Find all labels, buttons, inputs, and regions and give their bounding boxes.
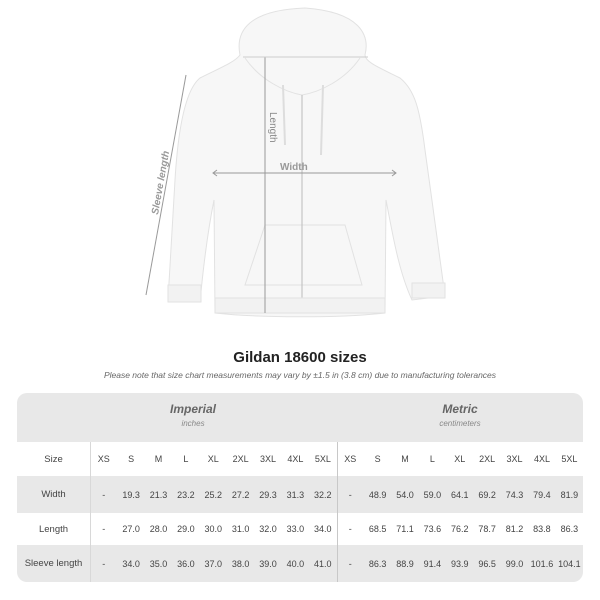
table-row: Width - 19.3 21.3 23.2 25.2 27.2 29.3 31.3 32.2 - 4… bbox=[17, 476, 583, 513]
metric-header: Metric centimeters bbox=[337, 402, 583, 428]
table-row: Sleeve length - 34.0 35.0 36.0 37.0 38.0 39.0 40… bbox=[17, 545, 583, 582]
size-header-cell: M bbox=[401, 454, 409, 464]
size-table: Imperial inches Metric centimeters Size … bbox=[17, 393, 583, 582]
table-cell: 39.0 bbox=[259, 558, 277, 569]
table-cell: 68.5 bbox=[368, 524, 387, 534]
table-cell: 29.3 bbox=[259, 489, 277, 500]
table-cell: 91.4 bbox=[423, 558, 442, 569]
table-cell: 23.2 bbox=[177, 489, 195, 500]
table-cell: - bbox=[348, 558, 352, 569]
table-cell: 29.0 bbox=[177, 524, 195, 534]
table-cell: 73.6 bbox=[423, 524, 442, 534]
hoodie-diagram: Length Width Sleeve length bbox=[145, 7, 446, 318]
table-row: Length - 27.0 28.0 29.0 30.0 31.0 32.0 33.0 34.0 -… bbox=[17, 513, 583, 545]
table-cell: - bbox=[348, 489, 352, 500]
size-header-cell: 5XL bbox=[314, 454, 331, 464]
table-cell: 40.0 bbox=[286, 558, 305, 569]
table-cell: - bbox=[348, 524, 352, 534]
table-cell: - bbox=[102, 558, 106, 569]
table-cell: 32.2 bbox=[314, 489, 332, 500]
size-header-cell: S bbox=[374, 454, 381, 464]
table-cell: 19.3 bbox=[122, 489, 140, 500]
table-cell: 101.6 bbox=[530, 558, 554, 569]
imperial-label: Imperial bbox=[169, 402, 217, 416]
size-header-cell: L bbox=[429, 454, 435, 464]
size-header-cell: L bbox=[183, 454, 189, 464]
table-header: Imperial inches Metric centimeters bbox=[17, 393, 583, 442]
row-label: Width bbox=[41, 489, 66, 500]
table-cell: 93.9 bbox=[451, 558, 469, 569]
table-cell: 41.0 bbox=[314, 558, 332, 569]
size-header-cell: 2XL bbox=[232, 454, 249, 464]
table-cell: 35.0 bbox=[149, 558, 168, 569]
size-header-cell: 5XL bbox=[561, 454, 578, 464]
row-label: Sleeve length bbox=[24, 558, 83, 569]
table-cell: 81.2 bbox=[505, 524, 524, 534]
table-cell: 32.0 bbox=[259, 524, 277, 534]
table-cell: 83.8 bbox=[533, 524, 551, 534]
length-label: Length bbox=[267, 112, 278, 143]
table-cell: 69.2 bbox=[478, 489, 496, 500]
table-cell: 74.3 bbox=[505, 489, 524, 500]
chart-subtitle: Please note that size chart measurements… bbox=[103, 370, 497, 380]
chart-title: Gildan 18600 sizes bbox=[233, 349, 367, 366]
table-cell: 25.2 bbox=[204, 489, 223, 500]
table-cell: 104.1 bbox=[558, 558, 581, 569]
table-cell: 21.3 bbox=[149, 489, 168, 500]
size-header-cell: XL bbox=[207, 454, 219, 464]
metric-unit: centimeters bbox=[439, 419, 481, 428]
row-label: Length bbox=[38, 523, 69, 535]
size-header-cell: M bbox=[154, 454, 163, 464]
table-cell: - bbox=[102, 489, 106, 500]
table-cell: 54.0 bbox=[396, 489, 414, 500]
table-cell: 31.0 bbox=[231, 524, 250, 534]
table-cell: 28.0 bbox=[149, 524, 168, 534]
imperial-header: Imperial inches bbox=[90, 402, 296, 428]
size-header-cell: 4XL bbox=[287, 454, 304, 464]
size-row: Size XS S M L XL 2XL 3XL 4XL 5XL XS S M L XL 2XL 3XL 4XL… bbox=[17, 442, 583, 476]
table-cell: 38.0 bbox=[231, 558, 250, 569]
table-cell: - bbox=[102, 524, 106, 534]
table-cell: 31.3 bbox=[286, 489, 305, 500]
table-cell: 37.0 bbox=[204, 558, 223, 569]
imperial-unit: inches bbox=[181, 419, 205, 428]
table-cell: 30.0 bbox=[204, 524, 223, 534]
table-cell: 76.2 bbox=[451, 524, 469, 534]
size-header-cell: XL bbox=[454, 454, 466, 464]
size-header-cell: XS bbox=[344, 454, 357, 464]
table-cell: 36.0 bbox=[177, 558, 195, 569]
table-cell: 81.9 bbox=[560, 489, 579, 500]
sleeve-measure-line bbox=[145, 74, 187, 296]
table-cell: 71.1 bbox=[396, 524, 414, 534]
divider bbox=[337, 442, 338, 582]
table-cell: 34.0 bbox=[314, 524, 332, 534]
table-cell: 48.9 bbox=[368, 489, 387, 500]
table-cell: 59.0 bbox=[423, 489, 442, 500]
size-header-cell: XS bbox=[97, 454, 110, 464]
hoodie-image bbox=[167, 7, 446, 318]
size-label: Size bbox=[44, 453, 63, 465]
table-cell: 86.3 bbox=[560, 524, 579, 534]
size-header-cell: 3XL bbox=[506, 454, 523, 464]
table-cell: 64.1 bbox=[451, 489, 469, 500]
table-cell: 88.9 bbox=[396, 558, 414, 569]
sleeve-length-label: Sleeve length bbox=[150, 150, 172, 215]
table-cell: 96.5 bbox=[478, 558, 496, 569]
width-label: Width bbox=[280, 162, 308, 173]
table-cell: 27.2 bbox=[231, 489, 250, 500]
table-cell: 86.3 bbox=[368, 558, 387, 569]
table-cell: 79.4 bbox=[533, 489, 551, 500]
table-cell: 34.0 bbox=[122, 558, 140, 569]
table-cell: 99.0 bbox=[505, 558, 524, 569]
divider bbox=[90, 442, 91, 582]
size-header-cell: S bbox=[128, 454, 135, 464]
table-cell: 27.0 bbox=[122, 524, 140, 534]
size-header-cell: 2XL bbox=[479, 454, 496, 464]
table-cell: 78.7 bbox=[478, 524, 496, 534]
metric-label: Metric bbox=[442, 402, 478, 416]
table-cell: 33.0 bbox=[286, 524, 305, 534]
size-header-cell: 3XL bbox=[260, 454, 277, 464]
size-header-cell: 4XL bbox=[533, 454, 550, 464]
